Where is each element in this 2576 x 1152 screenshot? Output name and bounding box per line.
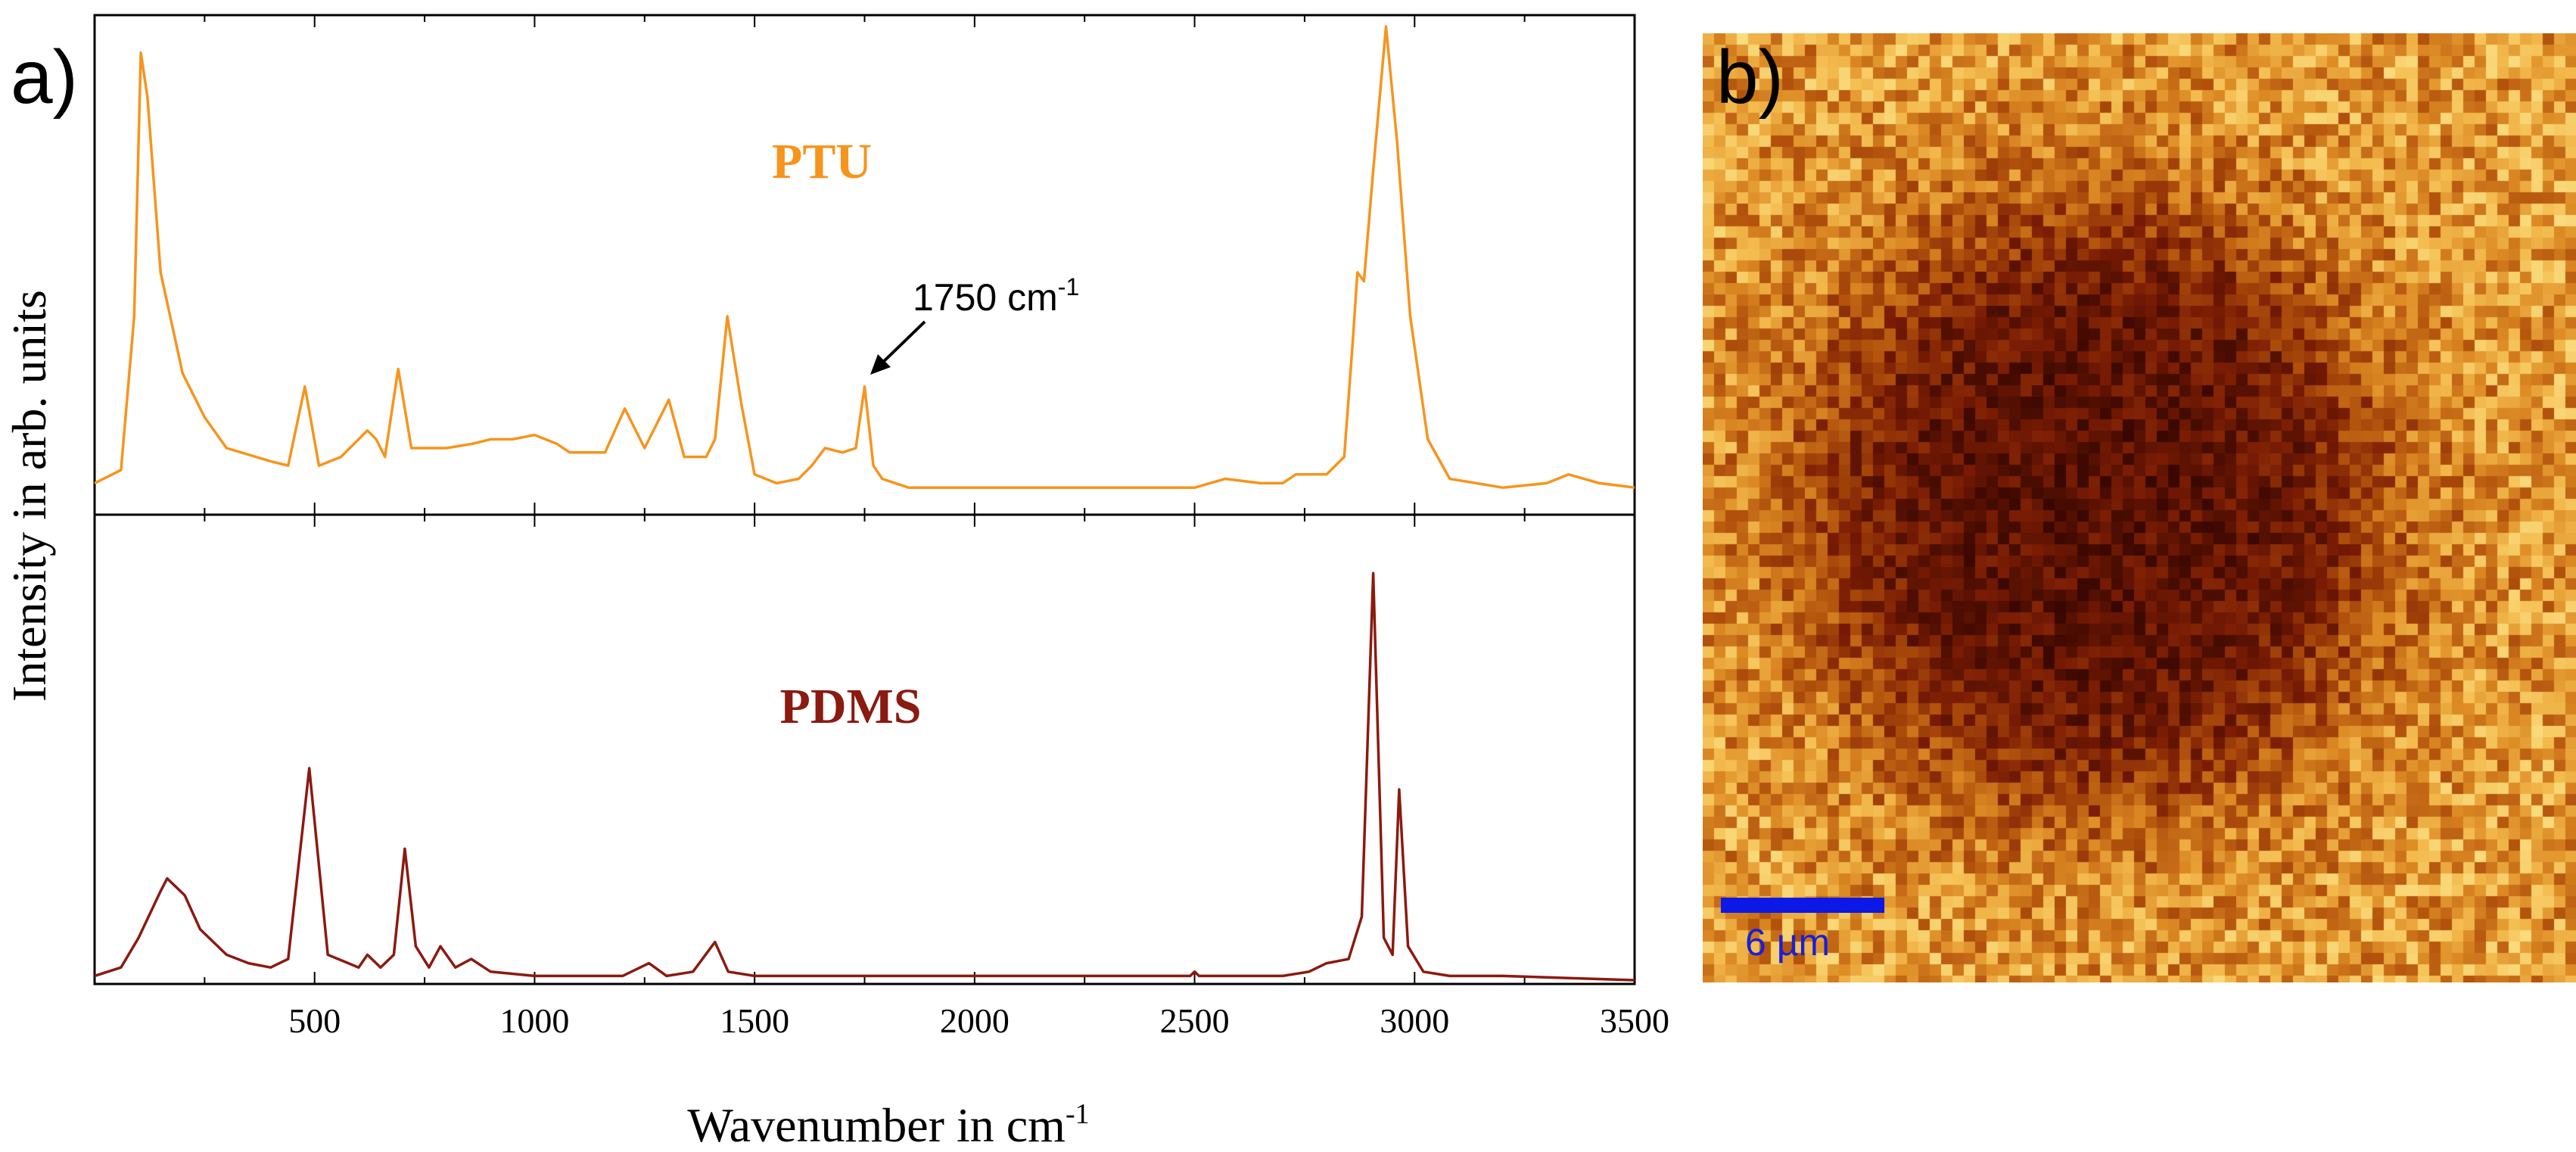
series-layer	[94, 25, 1635, 982]
annotation-arrow	[876, 320, 926, 369]
x-tick-label: 1000	[499, 1001, 569, 1040]
x-axis-label-superscript: -1	[1066, 1098, 1090, 1130]
panel-b-label: b)	[1716, 35, 1784, 120]
raman-map: 6 µm	[1703, 33, 2576, 982]
raman-map-heatmap	[1703, 33, 2576, 982]
x-tick-label: 2000	[940, 1001, 1010, 1040]
series-line-ptu	[94, 25, 1635, 489]
x-axis-tick-labels: 500 1000 1500 2000 2500 3000 3500	[288, 1001, 1669, 1040]
annotation-text: 1750 cm-1	[913, 273, 1079, 319]
peak-annotation: 1750 cm-1	[870, 273, 1079, 375]
x-tick-label: 500	[288, 1001, 341, 1040]
x-axis-label: Wavenumber in cm-1	[687, 1098, 1089, 1152]
x-tick-label: 1500	[720, 1001, 789, 1040]
scale-bar	[1721, 898, 1884, 913]
series-line-pdms	[94, 571, 1635, 982]
y-axis-label: Intensity in arb. units	[2, 290, 56, 702]
annotation-main-text: 1750 cm	[913, 276, 1058, 319]
spectra-chart: 500 1000 1500 2000 2500 3000 3500 PTU PDMS 175…	[2, 14, 1669, 1152]
x-axis-label-text: Wavenumber in cm	[687, 1098, 1066, 1152]
series-label-pdms: PDMS	[780, 679, 922, 734]
series-label-ptu: PTU	[772, 134, 872, 189]
scale-bar-label: 6 µm	[1745, 921, 1831, 964]
panel-a-label: a)	[11, 35, 78, 120]
annotation-superscript: -1	[1058, 273, 1079, 300]
x-tick-label: 2500	[1160, 1001, 1230, 1040]
x-tick-label: 3000	[1380, 1001, 1449, 1040]
x-tick-label: 3500	[1600, 1001, 1669, 1040]
x-axis-ticks	[204, 15, 1526, 984]
annotation-arrowhead	[870, 354, 891, 375]
